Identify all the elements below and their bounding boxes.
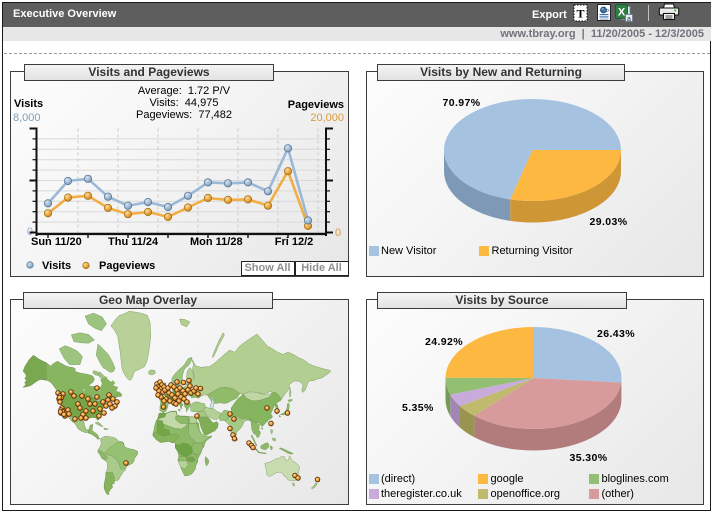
svg-text:<: <	[600, 9, 604, 15]
svg-text:>: >	[606, 9, 610, 15]
svg-text:X: X	[618, 7, 626, 19]
svg-text:T: T	[576, 7, 584, 21]
svg-text:a: a	[627, 16, 631, 23]
